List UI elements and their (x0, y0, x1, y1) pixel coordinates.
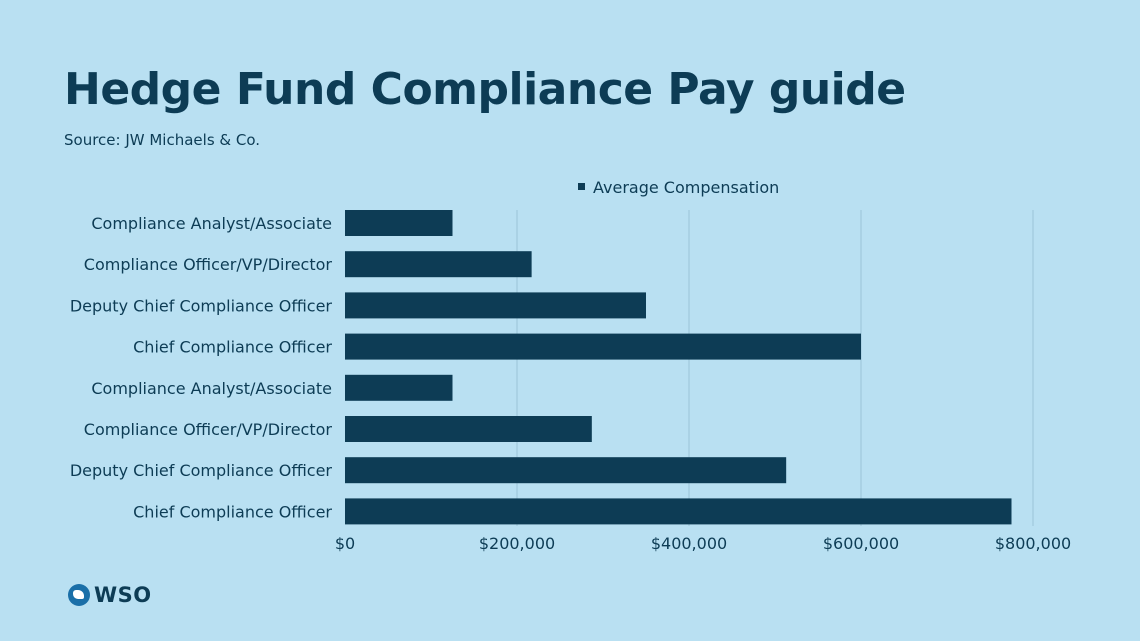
legend-label: Average Compensation (593, 178, 780, 197)
bar (345, 292, 646, 319)
category-label: Compliance Officer/VP/Director (84, 255, 333, 274)
category-label: Compliance Analyst/Associate (91, 214, 332, 233)
bar (345, 416, 592, 442)
category-label: Compliance Analyst/Associate (91, 379, 332, 398)
source-subtitle: Source: JW Michaels & Co. (64, 131, 261, 149)
x-tick-label: $800,000 (995, 534, 1071, 553)
category-label: Compliance Officer/VP/Director (84, 420, 333, 439)
page-title: Hedge Fund Compliance Pay guide (64, 64, 906, 115)
x-tick-label: $200,000 (479, 534, 555, 553)
wso-logo: WSO (68, 582, 152, 608)
bar (345, 210, 453, 236)
bar (345, 457, 787, 484)
chart-legend: Average Compensation (578, 178, 779, 197)
category-label: Deputy Chief Compliance Officer (70, 461, 333, 480)
bar (345, 498, 1012, 525)
logo-text: WSO (94, 583, 152, 607)
category-label: Chief Compliance Officer (133, 502, 332, 521)
legend-swatch (578, 183, 585, 190)
category-label: Deputy Chief Compliance Officer (70, 296, 333, 315)
x-tick-label: $400,000 (651, 534, 727, 553)
bar (345, 333, 861, 360)
bar (345, 374, 453, 401)
x-tick-label: $600,000 (823, 534, 899, 553)
x-tick-label: $0 (335, 534, 355, 553)
bar (345, 251, 532, 278)
globe-icon (68, 584, 90, 606)
category-label: Chief Compliance Officer (133, 338, 332, 357)
